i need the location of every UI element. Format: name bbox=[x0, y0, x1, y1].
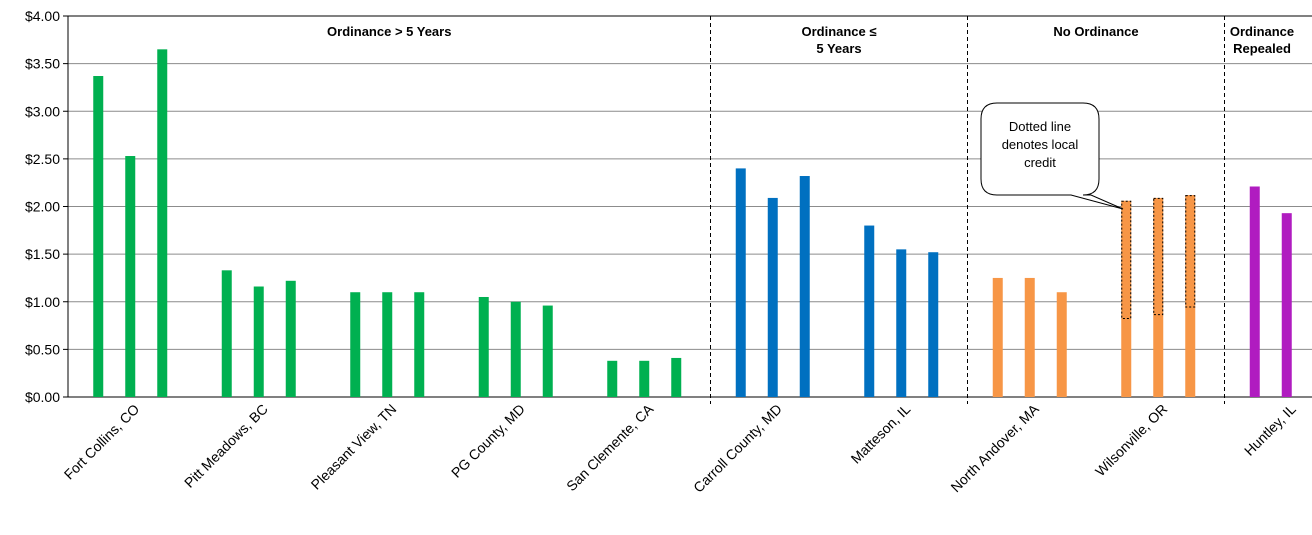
bar bbox=[285, 280, 296, 397]
y-tick-label: $1.00 bbox=[25, 294, 60, 310]
y-tick-label: $0.00 bbox=[25, 389, 60, 405]
bar bbox=[542, 305, 553, 397]
category-label: PG County, MD bbox=[448, 401, 528, 481]
bar bbox=[799, 176, 810, 397]
callout-bubble bbox=[980, 102, 1124, 210]
bar bbox=[1024, 277, 1035, 397]
callout-text: Dotted line bbox=[1009, 119, 1071, 134]
bars bbox=[93, 49, 1292, 398]
bar bbox=[157, 49, 168, 398]
bar bbox=[767, 197, 778, 397]
callout-text: credit bbox=[1024, 155, 1056, 170]
bar bbox=[414, 292, 425, 397]
y-axis: $0.00 $0.50 $1.00 $1.50 $2.00 $2.50 $3.00 $3.50… bbox=[25, 8, 1312, 405]
bar bbox=[93, 76, 104, 397]
y-tick-label: $3.00 bbox=[25, 103, 60, 119]
bar bbox=[125, 156, 136, 397]
bar bbox=[671, 357, 682, 397]
bar bbox=[864, 225, 875, 397]
y-tick-label: $4.00 bbox=[25, 8, 60, 24]
bar bbox=[221, 270, 232, 397]
bar bbox=[1121, 200, 1132, 397]
y-tick-label: $0.50 bbox=[25, 341, 60, 357]
group-label: Ordinance bbox=[1230, 24, 1294, 39]
local-credit-marker bbox=[1153, 197, 1164, 316]
bar bbox=[1281, 213, 1292, 397]
category-label: Huntley, IL bbox=[1241, 401, 1299, 459]
y-tick-label: $2.00 bbox=[25, 199, 60, 215]
group-label: No Ordinance bbox=[1053, 24, 1138, 39]
bar bbox=[478, 296, 489, 397]
bar bbox=[928, 252, 939, 397]
y-tick-label: $1.50 bbox=[25, 246, 60, 262]
bar bbox=[350, 292, 361, 397]
group-label: Ordinance ≤ bbox=[801, 24, 876, 39]
x-axis-labels: Fort Collins, CO Pitt Meadows, BC Pleasant… bbox=[61, 400, 1299, 495]
bar bbox=[992, 277, 1003, 397]
bar bbox=[510, 301, 521, 397]
bar bbox=[896, 249, 907, 397]
bar bbox=[735, 168, 746, 397]
group-label: 5 Years bbox=[816, 41, 861, 56]
category-label: Wilsonville, OR bbox=[1092, 401, 1170, 479]
bar bbox=[607, 360, 618, 397]
category-label: Carroll County, MD bbox=[690, 401, 785, 496]
category-label: Pleasant View, TN bbox=[308, 401, 400, 493]
bar bbox=[1185, 195, 1196, 397]
category-label: Pitt Meadows, BC bbox=[181, 401, 271, 491]
y-tick-label: $2.50 bbox=[25, 151, 60, 167]
bar bbox=[253, 286, 264, 397]
local-credit-markers bbox=[1121, 195, 1196, 319]
local-credit-marker bbox=[1185, 195, 1196, 308]
callout: Dotted line denotes local credit bbox=[980, 102, 1124, 210]
category-label: North Andover, MA bbox=[947, 400, 1042, 495]
group-label: Ordinance > 5 Years bbox=[327, 24, 451, 39]
bar bbox=[1056, 292, 1067, 397]
category-label: Fort Collins, CO bbox=[61, 401, 143, 483]
y-tick-label: $3.50 bbox=[25, 56, 60, 72]
category-label: Matteson, IL bbox=[848, 401, 914, 467]
group-label: Repealed bbox=[1233, 41, 1291, 56]
bar bbox=[1249, 186, 1260, 397]
group-regions: Ordinance > 5 Years Ordinance ≤ 5 Years No … bbox=[327, 16, 1294, 404]
bar bbox=[639, 360, 650, 397]
bar bbox=[1153, 197, 1164, 397]
category-label: San Clemente, CA bbox=[563, 400, 657, 494]
bar bbox=[382, 292, 393, 397]
local-credit-marker bbox=[1121, 200, 1132, 319]
callout-text: denotes local bbox=[1002, 137, 1079, 152]
